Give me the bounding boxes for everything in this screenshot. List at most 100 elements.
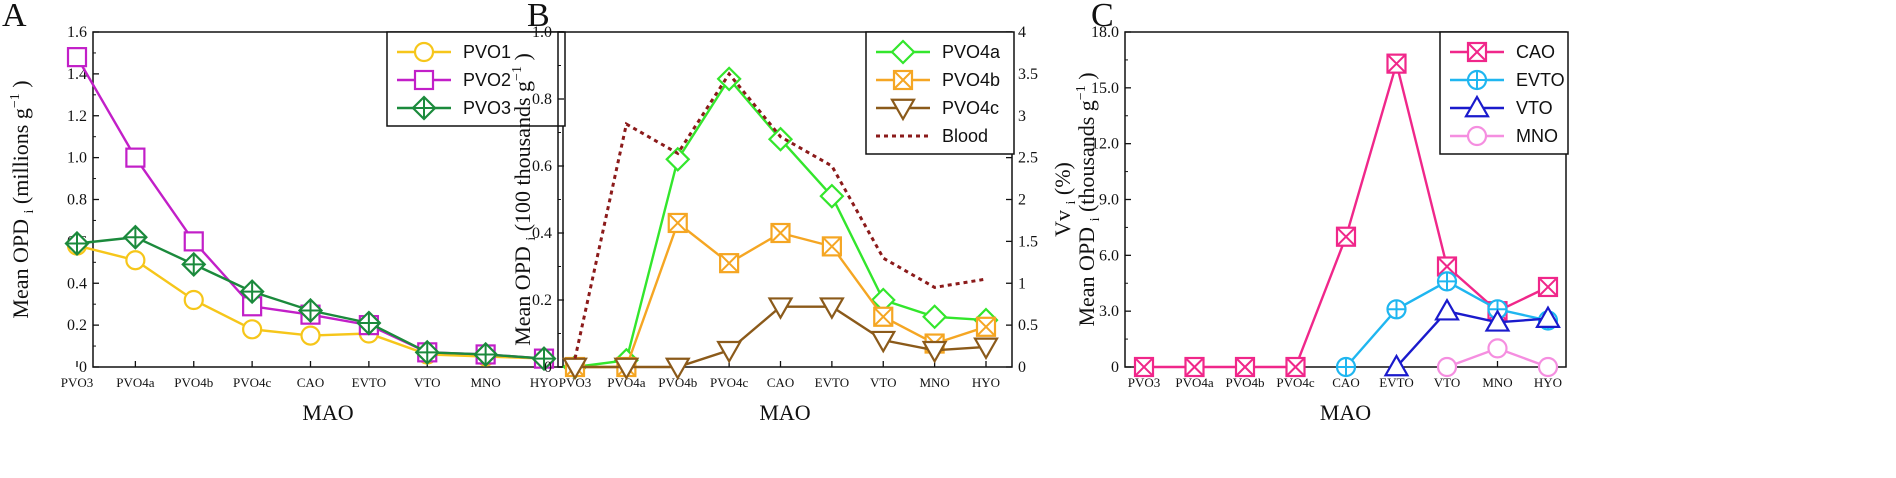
data-point [821,236,842,257]
legend-label: PVO4b [942,70,1000,90]
y-tick-label: 1.0 [532,24,552,41]
legend-marker [1464,94,1490,118]
legend-marker [890,98,916,122]
data-point [64,230,90,257]
data-point [1487,338,1508,359]
y2-tick-label: 1.5 [1018,233,1038,250]
y2-tick-label: 4 [1018,24,1026,41]
data-point [473,341,499,367]
data-point [770,222,791,244]
series-line [1345,280,1549,368]
y2-axis-title: Vv i (%) [1050,162,1079,237]
data-point [818,297,845,320]
data-point [973,337,999,361]
legend-marker [1466,125,1488,147]
panel-letter: B [527,0,550,34]
x-tick-label: CAO [767,375,794,390]
legend: PVO1 PVO2 PVO3 [386,31,566,127]
data-point [125,250,146,271]
y-tick-label: 1.6 [67,24,87,41]
series-line [1395,309,1549,368]
x-tick-label: PVO4b [1225,375,1264,390]
x-tick-label: PVO4c [1276,375,1315,390]
legend-marker [890,39,916,65]
x-tick-label: PVO4a [1175,375,1214,390]
data-point [667,212,688,234]
series-blood [573,71,987,359]
x-tick-label: HYO [1534,375,1562,390]
data-point [665,146,691,172]
x-tick-label: MNO [470,375,500,390]
x-axis-title: MAO [302,400,353,425]
x-tick-label: MNO [1482,375,1512,390]
x-tick-label: PVO4c [710,375,749,390]
data-point [1386,53,1407,74]
series-cao [1133,53,1559,378]
data-point [975,316,997,337]
y-tick-label: 0.8 [532,91,552,108]
data-point [562,357,588,381]
data-point [1484,309,1511,332]
panel-c: C 0 3.0 6.0 9.0 12.0 15.0 18.0 PVO3 PVO4a PVO4b PVO… [1074,0,1569,425]
data-point [1184,356,1205,378]
data-point [414,339,440,365]
data-point [1285,356,1306,378]
data-point [921,340,948,364]
data-point [356,310,382,336]
data-point [1386,299,1407,320]
y-tick-label: 1.2 [67,108,87,125]
x-tick-label: PVO4b [658,375,697,390]
x-tick-label: PVO3 [61,375,94,390]
x-tick-label: PVO4b [174,375,213,390]
y-tick-label: 3.0 [1099,303,1119,320]
data-point [181,251,207,277]
legend-label: EVTO [1516,70,1565,90]
data-point [613,357,640,381]
x-axis-title: MAO [1320,400,1371,425]
data-point [1535,305,1561,328]
x-tick-label: HYO [530,375,558,390]
data-point [870,330,897,354]
y2-tick-label: 3 [1018,108,1026,125]
legend-marker [413,41,435,63]
data-point [297,297,324,324]
y-tick-label: 0 [1111,359,1119,376]
y2-tick-label: 0 [1018,359,1026,376]
y-tick-label: 1.0 [67,150,87,167]
y-tick-label: 18.0 [1091,24,1119,41]
data-point [719,253,740,274]
data-point [239,279,265,305]
data-point [767,126,794,152]
data-point [922,304,948,330]
x-tick-label: PVO4a [116,375,155,390]
data-point [716,340,743,364]
x-tick-label: MNO [919,375,949,390]
series-line [573,71,987,359]
data-point [1537,276,1559,298]
legend: CAO EVTO VTO MNO [1439,31,1569,155]
series-pvo3 [64,224,557,372]
y-axis-title: Mean OPD i (100 thousands g−1 ) [510,53,539,346]
legend-marker [1466,41,1488,63]
data-point [531,346,557,372]
x-tick-label: VTO [870,375,896,390]
data-point [1434,297,1460,321]
y-tick-label: 12.0 [1091,136,1119,153]
x-tick-label: VTO [414,375,440,390]
legend-marker [1466,69,1488,91]
panel-letter: C [1091,0,1114,34]
data-point [716,66,742,92]
data-point [125,147,146,168]
y-axis-title: Mean OPD i (millions g−1 ) [8,80,37,318]
y-tick-label: 0 [79,359,87,376]
y-tick-label: 15.0 [1091,80,1119,97]
series-mno [1436,338,1559,378]
legend-marker [411,95,437,121]
y2-tick-label: 0.5 [1018,317,1038,334]
legend-label: Blood [942,126,988,146]
x-tick-label: CAO [297,375,324,390]
x-tick-label: EVTO [815,375,849,390]
legend-label: PVO3 [463,98,511,118]
y2-tick-label: 2 [1018,192,1026,209]
